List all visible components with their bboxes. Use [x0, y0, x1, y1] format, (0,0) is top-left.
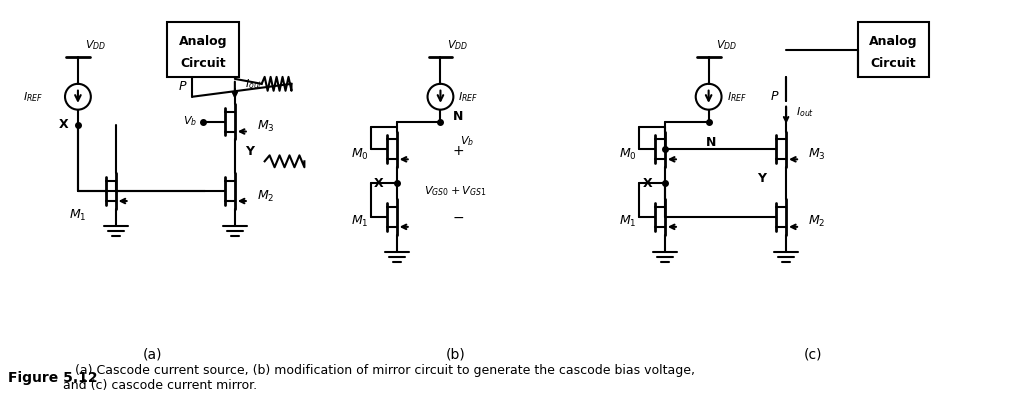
Text: $V_b$: $V_b$ [460, 134, 474, 148]
Text: $M_3$: $M_3$ [808, 147, 826, 162]
Text: (c): (c) [804, 348, 822, 362]
Text: $I_{REF}$: $I_{REF}$ [458, 90, 479, 104]
Text: (a) Cascode current source, (b) modification of mirror circuit to generate the c: (a) Cascode current source, (b) modifica… [63, 364, 695, 392]
Text: X: X [642, 177, 652, 189]
Bar [858, 22, 930, 77]
Bar [168, 22, 239, 77]
Text: $-$: $-$ [452, 210, 464, 224]
Text: P: P [771, 90, 778, 103]
Text: Analog: Analog [869, 35, 917, 48]
Text: $M_1$: $M_1$ [352, 215, 369, 229]
Text: P: P [179, 80, 186, 93]
Text: $M_1$: $M_1$ [619, 215, 637, 229]
Text: $I_{REF}$: $I_{REF}$ [23, 90, 43, 104]
Text: N: N [452, 110, 462, 123]
Text: X: X [58, 118, 68, 131]
Text: $V_{DD}$: $V_{DD}$ [447, 38, 468, 52]
Text: Y: Y [757, 172, 766, 185]
Text: $I_{out}$: $I_{out}$ [797, 105, 814, 118]
Text: Circuit: Circuit [871, 57, 916, 70]
Text: Circuit: Circuit [180, 57, 226, 70]
Text: X: X [374, 177, 384, 189]
Text: Figure 5.12: Figure 5.12 [8, 371, 98, 385]
Text: (a): (a) [142, 348, 163, 362]
Text: $I_{REF}$: $I_{REF}$ [726, 90, 747, 104]
Text: $V_{DD}$: $V_{DD}$ [85, 38, 106, 52]
Text: Analog: Analog [179, 35, 228, 48]
Text: Y: Y [245, 145, 254, 158]
Text: $V_b$: $V_b$ [183, 115, 197, 129]
Text: $M_0$: $M_0$ [352, 147, 369, 162]
Text: $V_{DD}$: $V_{DD}$ [715, 38, 737, 52]
Text: +: + [452, 144, 464, 158]
Text: N: N [705, 136, 716, 149]
Text: $M_3$: $M_3$ [257, 119, 274, 134]
Text: $M_2$: $M_2$ [257, 189, 274, 203]
Text: $V_{GS0} + V_{GS1}$: $V_{GS0} + V_{GS1}$ [424, 184, 486, 198]
Text: (b): (b) [445, 348, 465, 362]
Text: $M_1$: $M_1$ [69, 208, 86, 224]
Text: $M_0$: $M_0$ [619, 147, 637, 162]
Text: $M_2$: $M_2$ [808, 215, 825, 229]
Text: $I_{out}$: $I_{out}$ [245, 77, 263, 91]
